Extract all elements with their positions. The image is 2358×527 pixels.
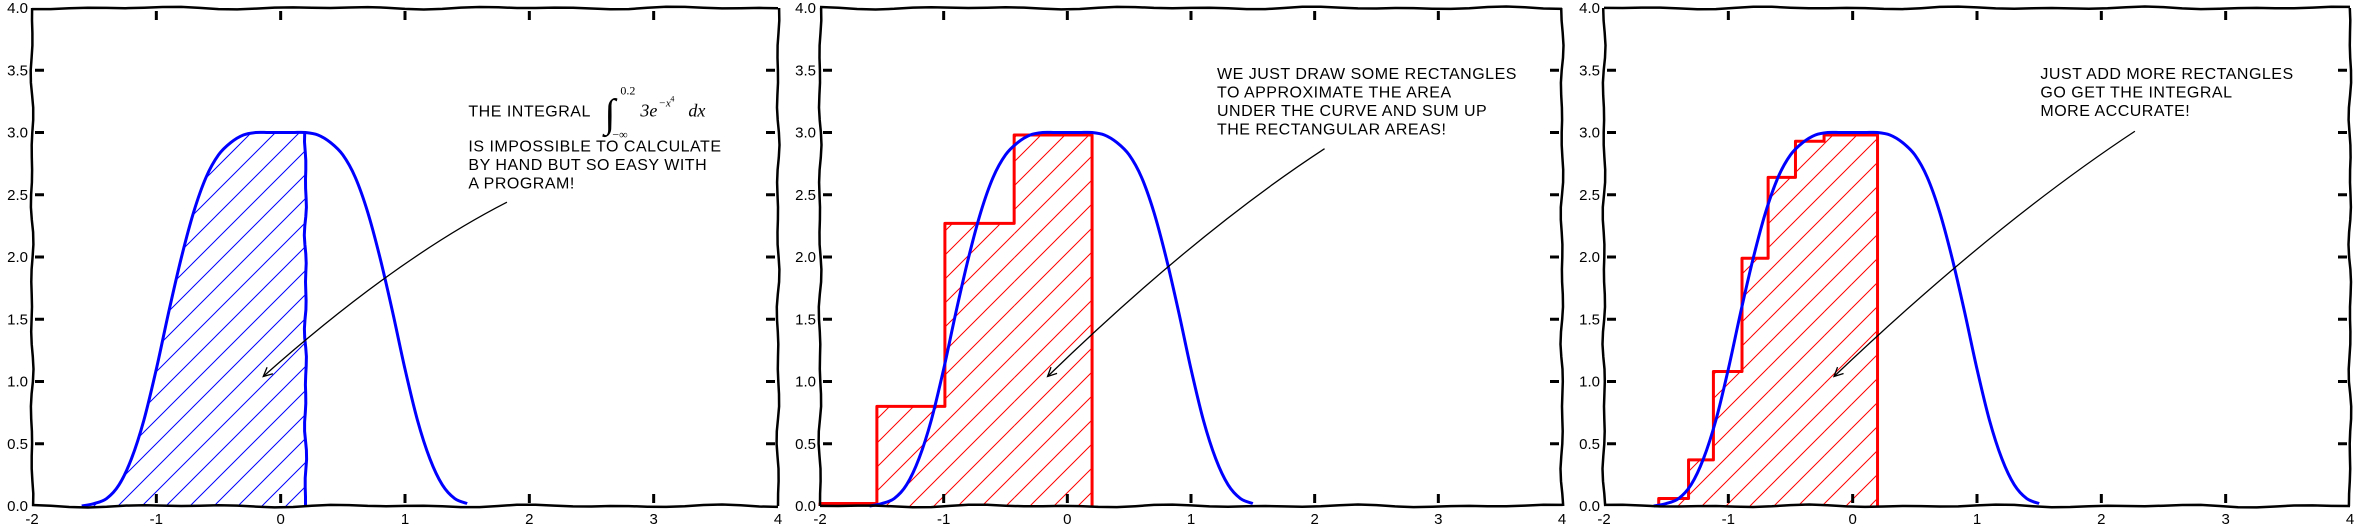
x-tick-label: 4 <box>1558 511 1566 527</box>
y-tick-label: 3.5 <box>1579 62 1600 79</box>
x-tick-label: 3 <box>649 511 657 527</box>
annotation-line: MORE ACCURATE! <box>2040 103 2190 120</box>
annotation-line: TO APPROXIMATE THE AREA <box>1217 84 1452 101</box>
x-tick-label: 0 <box>1848 511 1856 527</box>
y-tick-label: 1.0 <box>1579 374 1600 391</box>
x-tick-label: -1 <box>937 511 950 527</box>
x-tick-label: 1 <box>1187 511 1195 527</box>
x-tick-label: 4 <box>774 511 782 527</box>
x-tick-label: 4 <box>2346 511 2354 527</box>
y-tick-label: 2.5 <box>795 187 816 204</box>
y-tick-label: 3.5 <box>7 62 28 79</box>
rectangles-outline <box>818 133 1094 506</box>
rectangle-bar-7 <box>1824 134 1852 507</box>
x-tick-label: -1 <box>150 511 163 527</box>
x-tick-label: 3 <box>2221 511 2229 527</box>
x-tick-label: 3 <box>1434 511 1442 527</box>
x-tick-label: 0 <box>276 511 284 527</box>
annotation-line: UNDER THE CURVE AND SUM UP <box>1217 103 1487 120</box>
panel-1: -2 -1 0 1 2 3 4 0.0 0.5 1.0 1.5 2.0 2.5 3.0 3.5 4.0 THE … <box>7 0 782 527</box>
rectangle-bar-4 <box>1742 258 1769 506</box>
x-tick-label: 2 <box>525 511 533 527</box>
y-tick-label: 3.5 <box>795 62 816 79</box>
integral-upper-limit: 0.2 <box>620 83 635 97</box>
y-tick-label: 4.0 <box>795 0 816 17</box>
annotation-arrow <box>262 201 508 378</box>
y-tick-label: 1.0 <box>7 374 28 391</box>
annotation-line: A PROGRAM! <box>468 175 574 192</box>
arrowhead-icon <box>1046 366 1058 378</box>
arrowhead-icon <box>1832 366 1844 378</box>
y-tick-label: 1.5 <box>7 311 28 328</box>
differential: dx <box>688 100 705 120</box>
annotation-line: GO GET THE INTEGRAL <box>2040 84 2232 101</box>
y-tick-label: 0.5 <box>7 436 28 453</box>
rectangle-bar-3 <box>1713 371 1743 506</box>
rectangles-outline <box>1657 133 1880 506</box>
rectangle-bar-5 <box>1768 177 1796 506</box>
axes-frame <box>817 5 1565 509</box>
annotation-line: JUST ADD MORE RECTANGLES <box>2040 66 2293 83</box>
annotation-arrow <box>1047 148 1325 377</box>
x-tick-label: -1 <box>1722 511 1735 527</box>
x-tick-label: -2 <box>1597 511 1610 527</box>
x-tick-label: 2 <box>1310 511 1318 527</box>
y-tick-label: 0.5 <box>1579 436 1600 453</box>
annotation-line: BY HAND BUT SO EASY WITH <box>468 157 707 174</box>
function-curve <box>81 130 468 508</box>
integral-lower-limit: −∞ <box>612 127 627 141</box>
y-tick-label: 2.5 <box>1579 187 1600 204</box>
y-tick-label: 2.0 <box>795 249 816 266</box>
x-tick-label: -2 <box>813 511 826 527</box>
y-tick-label: 2.5 <box>7 187 28 204</box>
panel-2: -2 -1 0 1 2 3 4 0.0 0.5 1.0 1.5 2.0 2.5 3.0 3.5 4.0 WE J… <box>795 0 1566 527</box>
integrand-exponent: −x <box>658 97 670 109</box>
annotation-line: THE RECTANGULAR AREAS! <box>1217 121 1446 138</box>
integrand-exponent-power: 4 <box>670 94 674 103</box>
annotation: THE INTEGRAL ∫ 0.2 −∞ 3e −x 4 dx IS IMPOSSIBLE T… <box>262 83 721 378</box>
upper-limit-line <box>302 132 309 506</box>
rectangle-bar-2 <box>876 406 945 506</box>
x-tick-label: 0 <box>1063 511 1071 527</box>
y-tick-label: 0.0 <box>795 498 816 515</box>
y-tick-label: 3.0 <box>795 125 816 142</box>
function-curve <box>1653 130 2040 508</box>
annotation-line: WE JUST DRAW SOME RECTANGLES <box>1217 66 1517 83</box>
arrowhead-icon <box>262 367 274 378</box>
axes-frame <box>29 5 781 509</box>
y-tick-label: 0.5 <box>795 436 816 453</box>
annotation-line: IS IMPOSSIBLE TO CALCULATE <box>468 138 721 155</box>
annotation-line: THE INTEGRAL <box>468 103 590 120</box>
y-tick-label: 1.5 <box>795 311 816 328</box>
rectangle-bar-8 <box>1851 134 1878 507</box>
y-tick-label: 2.0 <box>1579 249 1600 266</box>
integral-sign: ∫ <box>601 90 618 137</box>
x-tick-label: -2 <box>25 511 38 527</box>
y-tick-label: 4.0 <box>7 0 28 17</box>
y-tick-label: 2.0 <box>7 249 28 266</box>
x-tick-label: 1 <box>401 511 409 527</box>
y-tick-label: 3.0 <box>1579 125 1600 142</box>
rectangle-bar-6 <box>1795 141 1825 506</box>
function-curve <box>869 130 1254 508</box>
x-tick-label: 2 <box>2097 511 2105 527</box>
y-tick-label: 0.0 <box>1579 498 1600 515</box>
shaded-integral-area <box>81 132 306 506</box>
rectangle-bar-3 <box>944 223 1015 506</box>
integrand: 3e <box>639 100 657 120</box>
y-tick-label: 4.0 <box>1579 0 1600 17</box>
y-tick-label: 3.0 <box>7 125 28 142</box>
rectangle-bar-4 <box>1014 134 1093 507</box>
x-tick-label: 1 <box>1973 511 1981 527</box>
y-tick-label: 1.0 <box>795 374 816 391</box>
y-tick-label: 0.0 <box>7 498 28 515</box>
y-tick-label: 1.5 <box>1579 311 1600 328</box>
panel-3: -2 -1 0 1 2 3 4 0.0 0.5 1.0 1.5 2.0 2.5 3.0 3.5 4.0 JUST… <box>1579 0 2354 527</box>
annotation-arrow <box>1833 130 2136 377</box>
axes-frame <box>1601 5 2353 509</box>
